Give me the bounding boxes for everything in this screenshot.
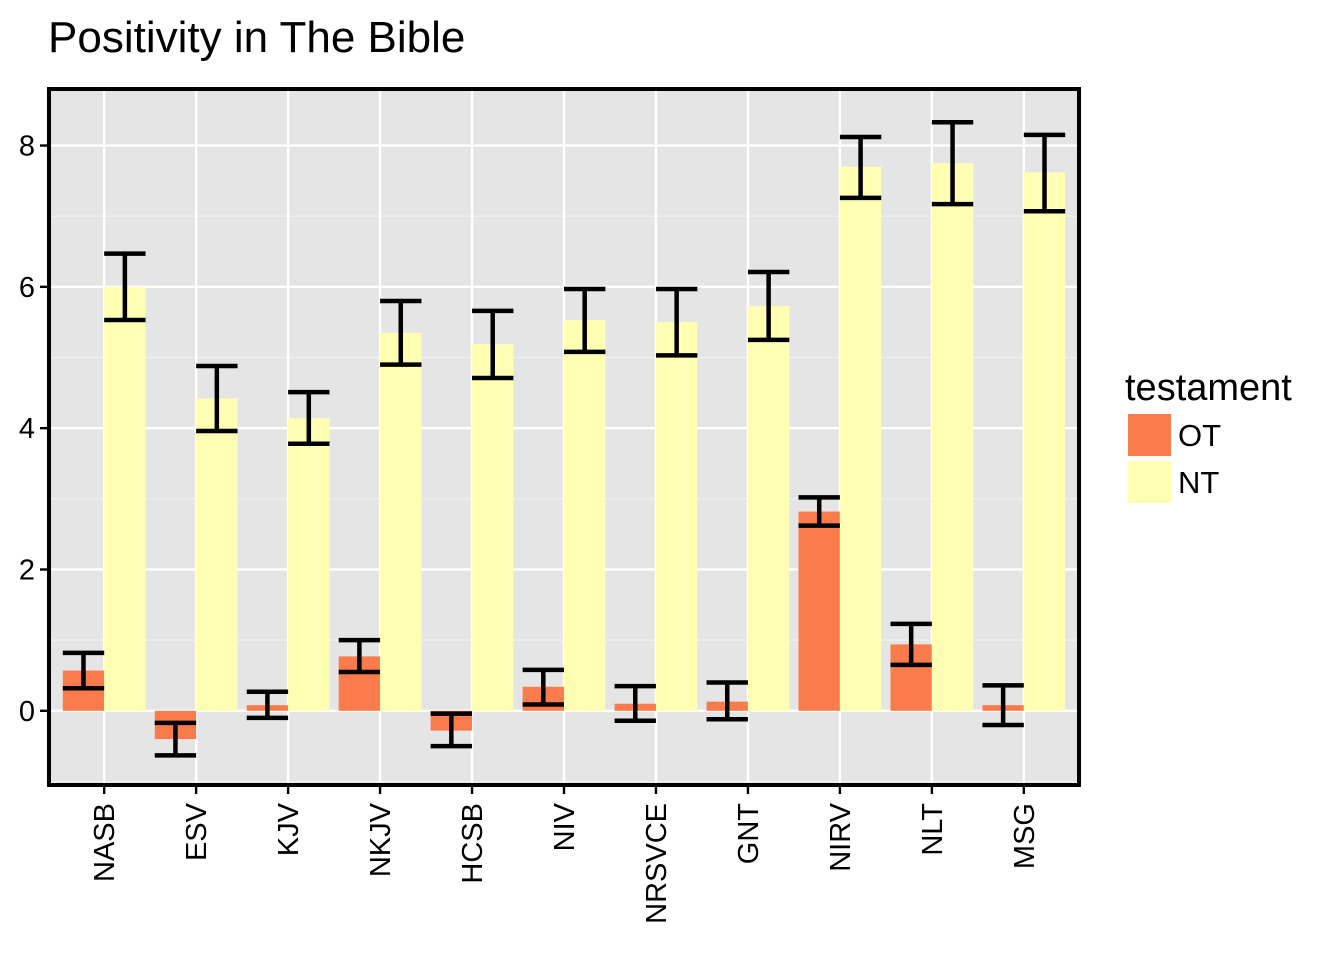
bar-nt — [931, 163, 974, 711]
error-bar-nt — [104, 251, 146, 323]
error-bar-ot — [706, 680, 748, 722]
bar-nt — [104, 286, 146, 711]
error-bars — [62, 119, 1066, 758]
error-bar-ot — [62, 650, 105, 691]
error-bar-ot — [982, 683, 1024, 728]
legend-label-ot: OT — [1178, 418, 1221, 453]
x-tick-label: NIV — [549, 802, 581, 851]
x-tick-label: MSG — [1009, 803, 1041, 869]
error-bar-ot — [338, 637, 381, 675]
legend-label-nt: NT — [1178, 465, 1219, 500]
bar-nt — [472, 344, 514, 711]
bar-ot — [798, 511, 840, 711]
y-tick-label: 0 — [19, 696, 35, 728]
error-bar-ot — [154, 720, 197, 758]
y-tick-label: 8 — [19, 131, 35, 163]
y-tick-label: 4 — [19, 413, 35, 445]
bars — [62, 163, 1066, 740]
error-bar-nt — [1023, 132, 1066, 214]
x-tick-label: NLT — [917, 803, 949, 856]
x-tick-label: KJV — [273, 802, 305, 856]
bar-nt — [196, 398, 238, 711]
error-bar-ot — [430, 711, 473, 749]
error-bar-nt — [196, 363, 238, 434]
x-tick-label: ESV — [181, 802, 213, 861]
y-tick-label: 2 — [19, 554, 35, 586]
error-bar-ot — [614, 683, 656, 723]
y-axis: 0 2 4 6 8 — [19, 131, 47, 728]
legend-key-ot — [1128, 414, 1171, 456]
error-bar-ot — [522, 667, 564, 707]
x-tick-label: NKJV — [365, 802, 397, 877]
error-bar-nt — [380, 298, 422, 367]
x-tick-label: NIRV — [825, 802, 857, 871]
legend: testament OT NT — [1125, 367, 1292, 503]
x-axis: NASB ESV KJV NKJV HCSB NIV NRSVCE GNT NIRV NLT MSG — [89, 787, 1041, 924]
error-bar-nt — [931, 119, 974, 207]
error-bar-ot — [890, 621, 932, 668]
legend-key-nt — [1128, 461, 1171, 503]
chart-title: Positivity in The Bible — [48, 13, 465, 62]
error-bar-nt — [472, 308, 514, 381]
x-tick-label: NRSVCE — [641, 803, 673, 924]
error-bar-ot — [246, 689, 289, 721]
error-bar-ot — [798, 495, 840, 528]
y-tick-label: 6 — [19, 272, 35, 304]
error-bar-nt — [564, 286, 606, 355]
x-tick-label: GNT — [733, 803, 765, 865]
bar-nt — [564, 320, 606, 711]
bar-nt — [655, 322, 698, 711]
error-bar-nt — [288, 389, 330, 446]
legend-title: testament — [1125, 367, 1292, 409]
error-bar-nt — [747, 269, 790, 343]
x-tick-label: NASB — [89, 803, 121, 882]
error-bar-nt — [655, 286, 698, 358]
bar-nt — [1023, 172, 1066, 711]
bar-nt — [839, 166, 882, 711]
error-bar-nt — [839, 134, 882, 201]
x-tick-label: HCSB — [457, 803, 489, 884]
plot-border — [47, 87, 1081, 787]
bar-nt — [747, 305, 790, 711]
bar-nt — [380, 332, 422, 711]
bar-nt — [288, 418, 330, 711]
